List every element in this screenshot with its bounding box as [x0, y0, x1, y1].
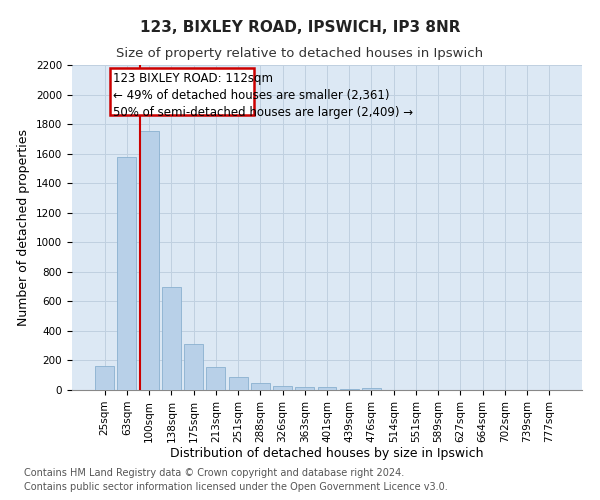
X-axis label: Distribution of detached houses by size in Ipswich: Distribution of detached houses by size …	[170, 448, 484, 460]
Bar	[140, 132, 158, 390]
Bar	[273, 386, 292, 390]
Text: Size of property relative to detached houses in Ipswich: Size of property relative to detached ho…	[116, 48, 484, 60]
Y-axis label: Number of detached properties: Number of detached properties	[17, 129, 31, 326]
Bar	[229, 376, 248, 390]
Bar	[206, 367, 225, 390]
Text: Contains public sector information licensed under the Open Government Licence v3: Contains public sector information licen…	[24, 482, 448, 492]
Text: 123, BIXLEY ROAD, IPSWICH, IP3 8NR: 123, BIXLEY ROAD, IPSWICH, IP3 8NR	[140, 20, 460, 35]
Text: 123 BIXLEY ROAD: 112sqm
← 49% of detached houses are smaller (2,361)
50% of semi: 123 BIXLEY ROAD: 112sqm ← 49% of detache…	[113, 72, 413, 120]
Bar	[362, 388, 381, 390]
Text: Contains HM Land Registry data © Crown copyright and database right 2024.: Contains HM Land Registry data © Crown c…	[24, 468, 404, 477]
FancyBboxPatch shape	[110, 68, 254, 115]
Bar	[95, 366, 114, 390]
Bar	[340, 389, 359, 390]
Bar	[251, 382, 270, 390]
Bar	[118, 156, 136, 390]
Bar	[295, 387, 314, 390]
Bar	[184, 344, 203, 390]
Bar	[162, 286, 181, 390]
Bar	[317, 388, 337, 390]
